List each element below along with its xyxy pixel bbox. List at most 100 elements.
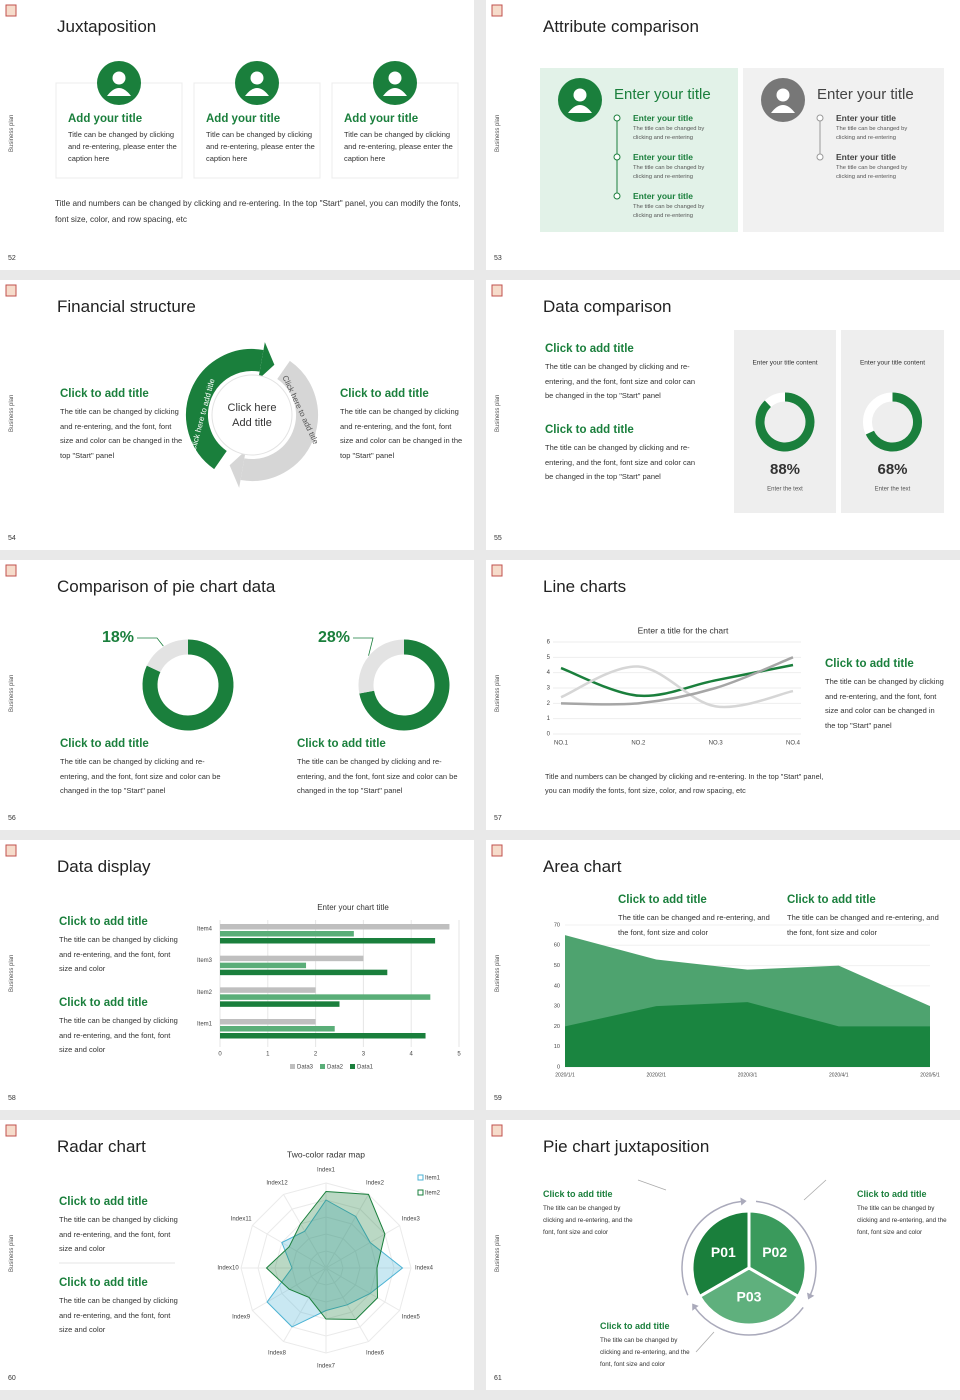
donut-value: 28% [318,629,350,646]
bar [220,1001,340,1007]
donut-value: 88% [770,461,800,478]
footer-text: Title and numbers can be changed by clic… [545,772,824,795]
item-text: The title can be changed by clicking and… [633,165,705,180]
slide-graphics: Enter a title for the chart 0 1 2 3 4 5 6 NO.1 NO… [491,564,801,747]
block-text: The title can be changed by clicking and… [545,362,696,400]
block-text: The title can be changed by clicking and… [60,757,221,795]
leader-line [353,637,374,656]
icon-head [776,88,790,102]
card-title: Add your title [206,113,281,125]
x-tick-label: NO.2 [631,741,646,747]
donut-arc [358,639,405,694]
block-text: The title can be changed by clicking and… [340,407,463,460]
y-tick-label: 0 [547,732,551,738]
block-text: The title can be changed and re-entering… [787,913,939,937]
block-text: The title can be changed by clicking and… [60,407,183,460]
legend-swatch [320,1064,325,1069]
logo [5,4,17,17]
page-number: 61 [494,1375,502,1382]
radar-label: Index7 [317,1364,336,1370]
slide-title: Area chart [543,857,622,876]
cycle-arrow [240,360,318,481]
x-tick-label: 5 [457,1052,461,1058]
icon-body [383,88,407,96]
slide: Enter your chart title 0 1 2 3 4 5 Item1 Item2 It… [0,840,474,1110]
bar [220,962,307,969]
donut-rest [142,639,234,731]
bar [220,1019,316,1025]
bar [220,938,436,944]
radar-series [265,1190,386,1321]
slide-title: Data display [57,857,151,876]
line-series [560,665,794,709]
slide-graphics: Enter your chart title 0 1 2 3 4 5 Item1 Item2 It… [5,844,461,1071]
radar-label: Index9 [232,1315,251,1321]
legend-swatch [417,1189,424,1196]
block-text: The title can be changed by clicking and… [545,443,696,481]
radar-label: Index5 [402,1315,421,1321]
slide-title: Comparison of pie chart data [57,577,276,596]
item-title: Enter your title [633,152,693,162]
side-label: Business plan [495,1234,501,1272]
block-text: The title can be changed by clicking and… [857,1205,947,1236]
donut-header: Enter your title content [860,360,925,367]
timeline-dot [613,114,621,122]
item-title: Enter your title [836,113,896,123]
donut-arc [146,639,189,673]
block-text: The title can be changed by clicking and… [59,1215,178,1253]
block-text: The title can be changed by clicking and… [825,677,944,730]
timeline-dot [816,153,824,161]
page-number: 54 [8,535,16,542]
y-tick-label: 70 [554,922,560,928]
item-text: The title can be changed by clicking and… [633,126,705,141]
arrow-head [229,450,246,488]
slide-graphics [491,4,944,232]
connector [637,1179,667,1191]
page-number: 57 [494,815,502,822]
item-title: Enter your title [836,152,896,162]
item-text: The title can be changed by clicking and… [836,126,908,141]
line-series [560,656,794,706]
y-tick-label: 1 [547,716,551,722]
block-text: The title can be changed by clicking and… [543,1205,633,1236]
y-tick-label: 30 [554,1004,560,1010]
x-tick-label: 0 [218,1052,222,1058]
ring-arrow [692,1303,699,1311]
bar [220,969,388,976]
side-label: Business plan [9,114,15,152]
donut-arc [755,392,815,452]
icon-head [388,71,402,85]
bar [220,987,316,993]
logo [491,564,503,577]
logo [5,844,17,857]
icon-body [107,88,131,96]
x-tick-label: NO.4 [786,741,801,747]
legend-label: Data2 [327,1065,344,1071]
x-tick-label: 1 [266,1052,270,1058]
page-number: 56 [8,815,16,822]
x-tick-label: 2020/4/1 [829,1072,849,1078]
center-text: Click here [228,402,277,414]
segment-label: P01 [711,1244,736,1260]
slide-title: Data comparison [543,297,672,316]
y-tick-label: 50 [554,963,560,969]
page-number: 58 [8,1095,16,1102]
bar [220,994,431,1000]
block-title: Click to add title [60,738,149,750]
block-title: Click to add title [825,658,914,670]
cycle-arrow [186,349,264,470]
timeline-dot [816,114,824,122]
block-title: Click to add title [600,1321,670,1331]
y-tick-label: 4 [547,670,551,676]
y-tick-label: Item1 [197,1022,213,1028]
slide: 18% 28% Business plan 56 Comparison of pie c… [0,560,474,830]
radar-label: Index3 [402,1217,421,1223]
pie-segment [697,1266,801,1327]
block-title: Click to add title [545,343,634,355]
icon-head [573,88,587,102]
legend-swatch [417,1174,424,1181]
item-text: The title can be changed by clicking and… [836,165,908,180]
radar-spoke [325,1267,400,1311]
side-label: Business plan [9,1234,15,1272]
timeline-dot [613,192,621,200]
